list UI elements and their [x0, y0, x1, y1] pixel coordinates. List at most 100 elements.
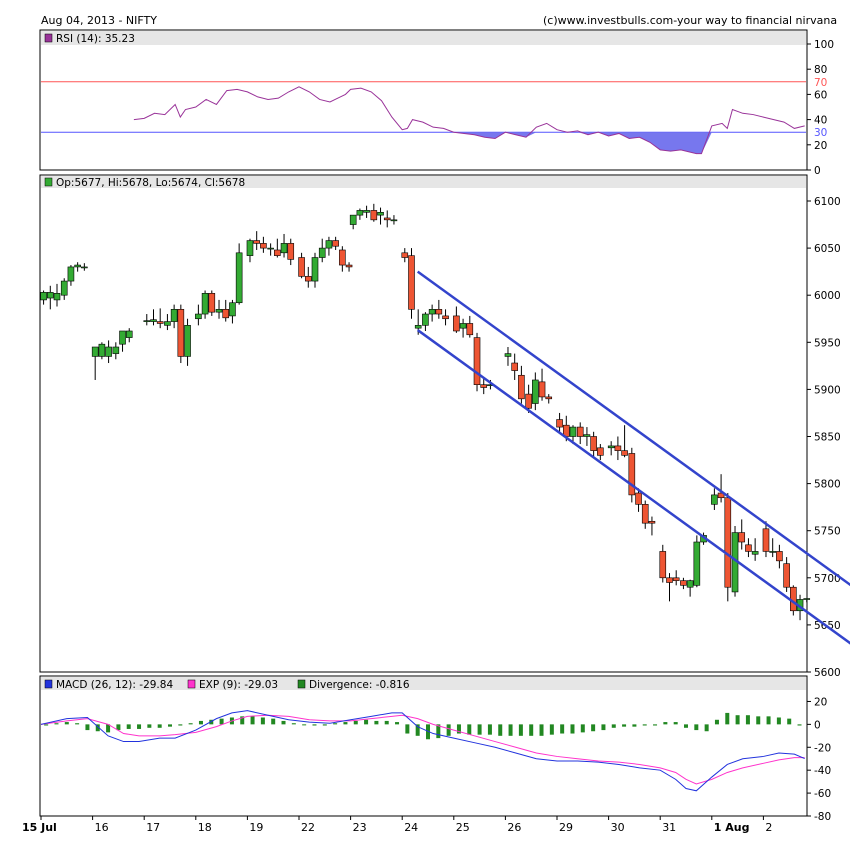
candle-body: [143, 320, 151, 322]
candle-down: [222, 299, 230, 322]
candle-body: [390, 219, 398, 222]
candle-body: [511, 362, 518, 371]
divergence-bar: [776, 717, 781, 725]
candle-down: [466, 315, 474, 338]
candle-up: [318, 238, 326, 263]
candle-down: [762, 521, 770, 558]
candle-up: [112, 342, 120, 360]
candle-body: [435, 309, 443, 315]
candle-down: [525, 384, 532, 413]
candle-body: [453, 315, 460, 332]
candle-body: [504, 353, 512, 357]
exp-legend: EXP (9): -29.03: [199, 679, 278, 691]
candle-down: [345, 262, 353, 272]
candle-body: [717, 492, 725, 499]
price-tick-label: 6100: [814, 196, 841, 208]
macd-panel: MACD (26, 12): -29.84 EXP (9): -29.03 Di…: [39, 675, 831, 823]
divergence-bar: [219, 718, 224, 725]
macd-tick-label: -40: [814, 765, 831, 777]
candle-body: [383, 217, 391, 221]
divergence-bar: [137, 724, 142, 729]
candle-up: [215, 299, 223, 319]
candle-body: [156, 321, 164, 324]
candle-body: [81, 266, 88, 269]
macd-legend: MACD (26, 12): -29.84: [56, 679, 173, 691]
rsi-tick-label: 0: [814, 165, 821, 177]
candle-up: [164, 314, 171, 331]
candle-up: [280, 233, 288, 258]
candle-up: [143, 314, 151, 326]
candle-down: [556, 412, 563, 432]
divergence-bar: [611, 724, 616, 728]
candle-down: [659, 544, 667, 583]
divergence-bar: [714, 719, 719, 725]
divergence-bar: [529, 724, 534, 736]
candle-down: [614, 436, 622, 461]
candle-up: [693, 535, 701, 588]
candle-body: [215, 309, 223, 313]
candle-body: [525, 393, 532, 409]
candle-up: [504, 347, 512, 366]
divergence-bar: [188, 723, 193, 725]
price-tick-label: 5750: [814, 526, 841, 538]
candle-body: [363, 210, 370, 213]
candle-up: [40, 290, 47, 305]
candle-down: [473, 332, 481, 392]
candle-down: [453, 306, 460, 333]
candle-down: [480, 378, 488, 395]
candle-body: [184, 325, 191, 357]
candle-body: [287, 243, 295, 260]
divergence-bar: [704, 724, 709, 732]
candle-body: [201, 293, 209, 315]
divergence-bar: [415, 724, 420, 736]
candle-body: [480, 384, 488, 388]
candle-down: [576, 422, 584, 445]
candle-up: [711, 488, 718, 510]
candle-body: [659, 551, 667, 579]
candle-up: [267, 243, 274, 256]
price-tick-label: 5700: [814, 573, 841, 585]
divergence-bar: [477, 724, 482, 735]
candle-up: [119, 330, 126, 352]
divergence-bar: [735, 715, 740, 725]
x-axis: 15 Jul 16 17 18 19 22 23 24 25 26 29 30 31 1 Aug 2: [22, 816, 772, 834]
candle-body: [125, 330, 133, 338]
candle-down: [253, 231, 260, 250]
candle-body: [532, 379, 539, 404]
candle-body: [803, 598, 811, 600]
candle-body: [776, 551, 783, 562]
candle-body: [345, 264, 353, 268]
candle-down: [538, 368, 546, 401]
candle-down: [332, 236, 339, 250]
candle-up: [201, 290, 209, 319]
rsi-line: [133, 86, 805, 155]
divergence-bar: [85, 724, 90, 731]
candle-up: [569, 425, 577, 445]
candle-up: [583, 427, 591, 446]
candle-body: [170, 309, 178, 322]
candle-down: [339, 246, 346, 272]
price-panel: Op:5677, Hi:5678, Lo:5674, Cl:5678 6100 6…: [39, 174, 850, 679]
candle-body: [105, 346, 112, 357]
candle-down: [717, 474, 725, 503]
divergence-bar: [353, 720, 358, 725]
candle-body: [280, 243, 288, 254]
divergence-bar: [673, 722, 678, 725]
divergence-bar: [126, 724, 131, 729]
divergence-bar: [766, 716, 771, 725]
candle-body: [711, 494, 718, 505]
macd-tick-label: -60: [814, 788, 831, 800]
rsi-tick-label: 80: [814, 64, 827, 76]
x-tick-label: 17: [146, 821, 160, 834]
divergence-bar: [302, 724, 307, 726]
divergence-bar: [694, 724, 699, 731]
candle-up: [246, 238, 254, 263]
divergence-bar: [384, 720, 389, 725]
candle-up: [91, 346, 99, 380]
divergence-bar: [240, 716, 245, 725]
exp-line: [40, 714, 805, 785]
candle-up: [532, 372, 539, 411]
candle-down: [298, 252, 305, 279]
x-tick-label: 26: [507, 821, 521, 834]
candle-down: [177, 304, 185, 364]
